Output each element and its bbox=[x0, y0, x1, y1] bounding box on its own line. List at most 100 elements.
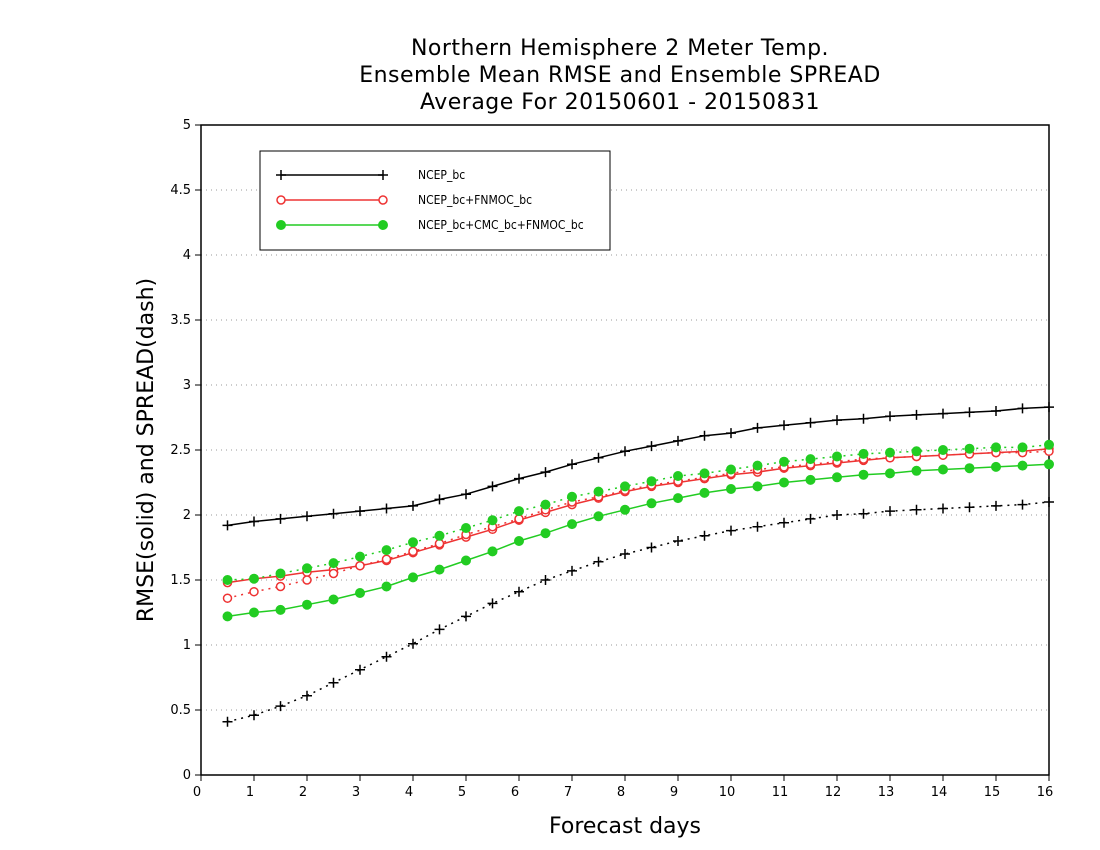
x-tick-label: 8 bbox=[617, 785, 625, 800]
data-point bbox=[355, 551, 365, 562]
data-point bbox=[487, 481, 498, 492]
data-point bbox=[752, 481, 763, 492]
data-point bbox=[938, 408, 948, 419]
data-point bbox=[699, 430, 710, 441]
data-point bbox=[752, 422, 763, 433]
data-point bbox=[487, 546, 498, 557]
data-point bbox=[302, 575, 312, 585]
data-point bbox=[487, 598, 498, 609]
data-point bbox=[567, 459, 577, 470]
data-point bbox=[858, 508, 869, 519]
data-point bbox=[275, 581, 286, 592]
data-point bbox=[222, 520, 233, 531]
data-point bbox=[779, 420, 789, 431]
data-point bbox=[275, 701, 286, 712]
data-point bbox=[408, 546, 418, 557]
data-point bbox=[328, 594, 339, 605]
data-point bbox=[858, 448, 869, 459]
y-tick-label: 0.5 bbox=[170, 703, 191, 718]
data-point bbox=[964, 407, 975, 418]
data-point bbox=[726, 428, 736, 439]
data-point bbox=[726, 525, 736, 536]
data-point bbox=[355, 588, 365, 598]
x-tick-label: 0 bbox=[193, 785, 201, 800]
data-point bbox=[249, 586, 259, 597]
x-tick-label: 1 bbox=[246, 785, 254, 800]
data-point bbox=[249, 573, 259, 584]
data-point bbox=[1044, 402, 1054, 413]
data-point bbox=[434, 624, 445, 635]
data-point bbox=[408, 638, 418, 649]
series-line bbox=[227, 450, 1050, 599]
data-point bbox=[832, 510, 842, 520]
legend-marker bbox=[276, 195, 286, 205]
data-point bbox=[620, 481, 630, 492]
series-line bbox=[227, 406, 1050, 527]
data-point bbox=[275, 604, 286, 615]
data-point bbox=[302, 563, 312, 574]
series-line bbox=[227, 501, 1050, 723]
data-point bbox=[381, 554, 392, 564]
legend-label: NCEP_bc+FNMOC_bc bbox=[418, 193, 532, 207]
data-point bbox=[461, 555, 471, 566]
data-point bbox=[514, 514, 524, 524]
data-point bbox=[805, 417, 816, 428]
data-point bbox=[567, 519, 577, 530]
data-point bbox=[699, 487, 710, 498]
data-point bbox=[434, 494, 445, 505]
data-point bbox=[540, 528, 551, 539]
x-tick-label: 10 bbox=[719, 785, 736, 800]
x-tick-label: 9 bbox=[670, 785, 678, 800]
data-point bbox=[222, 611, 233, 622]
data-point bbox=[620, 504, 630, 515]
x-tick-label: 11 bbox=[772, 785, 789, 800]
data-point bbox=[885, 447, 895, 458]
data-point bbox=[832, 451, 842, 462]
data-point bbox=[964, 502, 975, 513]
x-tick-label: 3 bbox=[352, 785, 360, 800]
data-point bbox=[302, 690, 312, 701]
data-point bbox=[964, 463, 975, 474]
y-tick-label: 3.5 bbox=[170, 313, 191, 328]
data-point bbox=[381, 581, 392, 592]
data-point bbox=[1044, 497, 1054, 507]
legend-marker bbox=[378, 170, 388, 180]
data-point bbox=[991, 406, 1001, 416]
data-point bbox=[805, 454, 816, 465]
data-point bbox=[673, 493, 683, 504]
data-point bbox=[832, 472, 842, 483]
data-point bbox=[911, 504, 922, 515]
data-point bbox=[858, 469, 869, 480]
data-point bbox=[249, 607, 259, 618]
series-1-dash bbox=[222, 497, 1054, 727]
data-point bbox=[1017, 442, 1028, 453]
data-point bbox=[514, 473, 524, 484]
y-tick-label: 1.5 bbox=[170, 573, 191, 588]
data-point bbox=[858, 413, 869, 424]
chart-title-line-3: Average For 20150601 - 20150831 bbox=[419, 90, 821, 115]
data-point bbox=[567, 565, 577, 576]
data-point bbox=[911, 409, 922, 420]
data-point bbox=[1044, 439, 1054, 450]
data-point bbox=[381, 651, 392, 662]
data-point bbox=[222, 593, 233, 603]
x-tick-label: 2 bbox=[299, 785, 307, 800]
data-point bbox=[302, 511, 312, 522]
data-point bbox=[567, 491, 577, 502]
data-point bbox=[514, 536, 524, 546]
x-tick-label: 15 bbox=[984, 785, 1001, 800]
data-point bbox=[699, 468, 710, 479]
data-point bbox=[434, 530, 445, 541]
y-tick-label: 4.5 bbox=[170, 183, 191, 198]
data-point bbox=[593, 511, 604, 522]
x-tick-label: 7 bbox=[564, 785, 572, 800]
data-point bbox=[222, 716, 233, 727]
data-point bbox=[461, 489, 471, 500]
data-point bbox=[249, 516, 259, 527]
data-point bbox=[355, 506, 365, 517]
chart-title-line-2: Ensemble Mean RMSE and Ensemble SPREAD bbox=[359, 63, 881, 88]
data-point bbox=[540, 467, 551, 478]
data-point bbox=[699, 530, 710, 541]
data-point bbox=[673, 471, 683, 481]
